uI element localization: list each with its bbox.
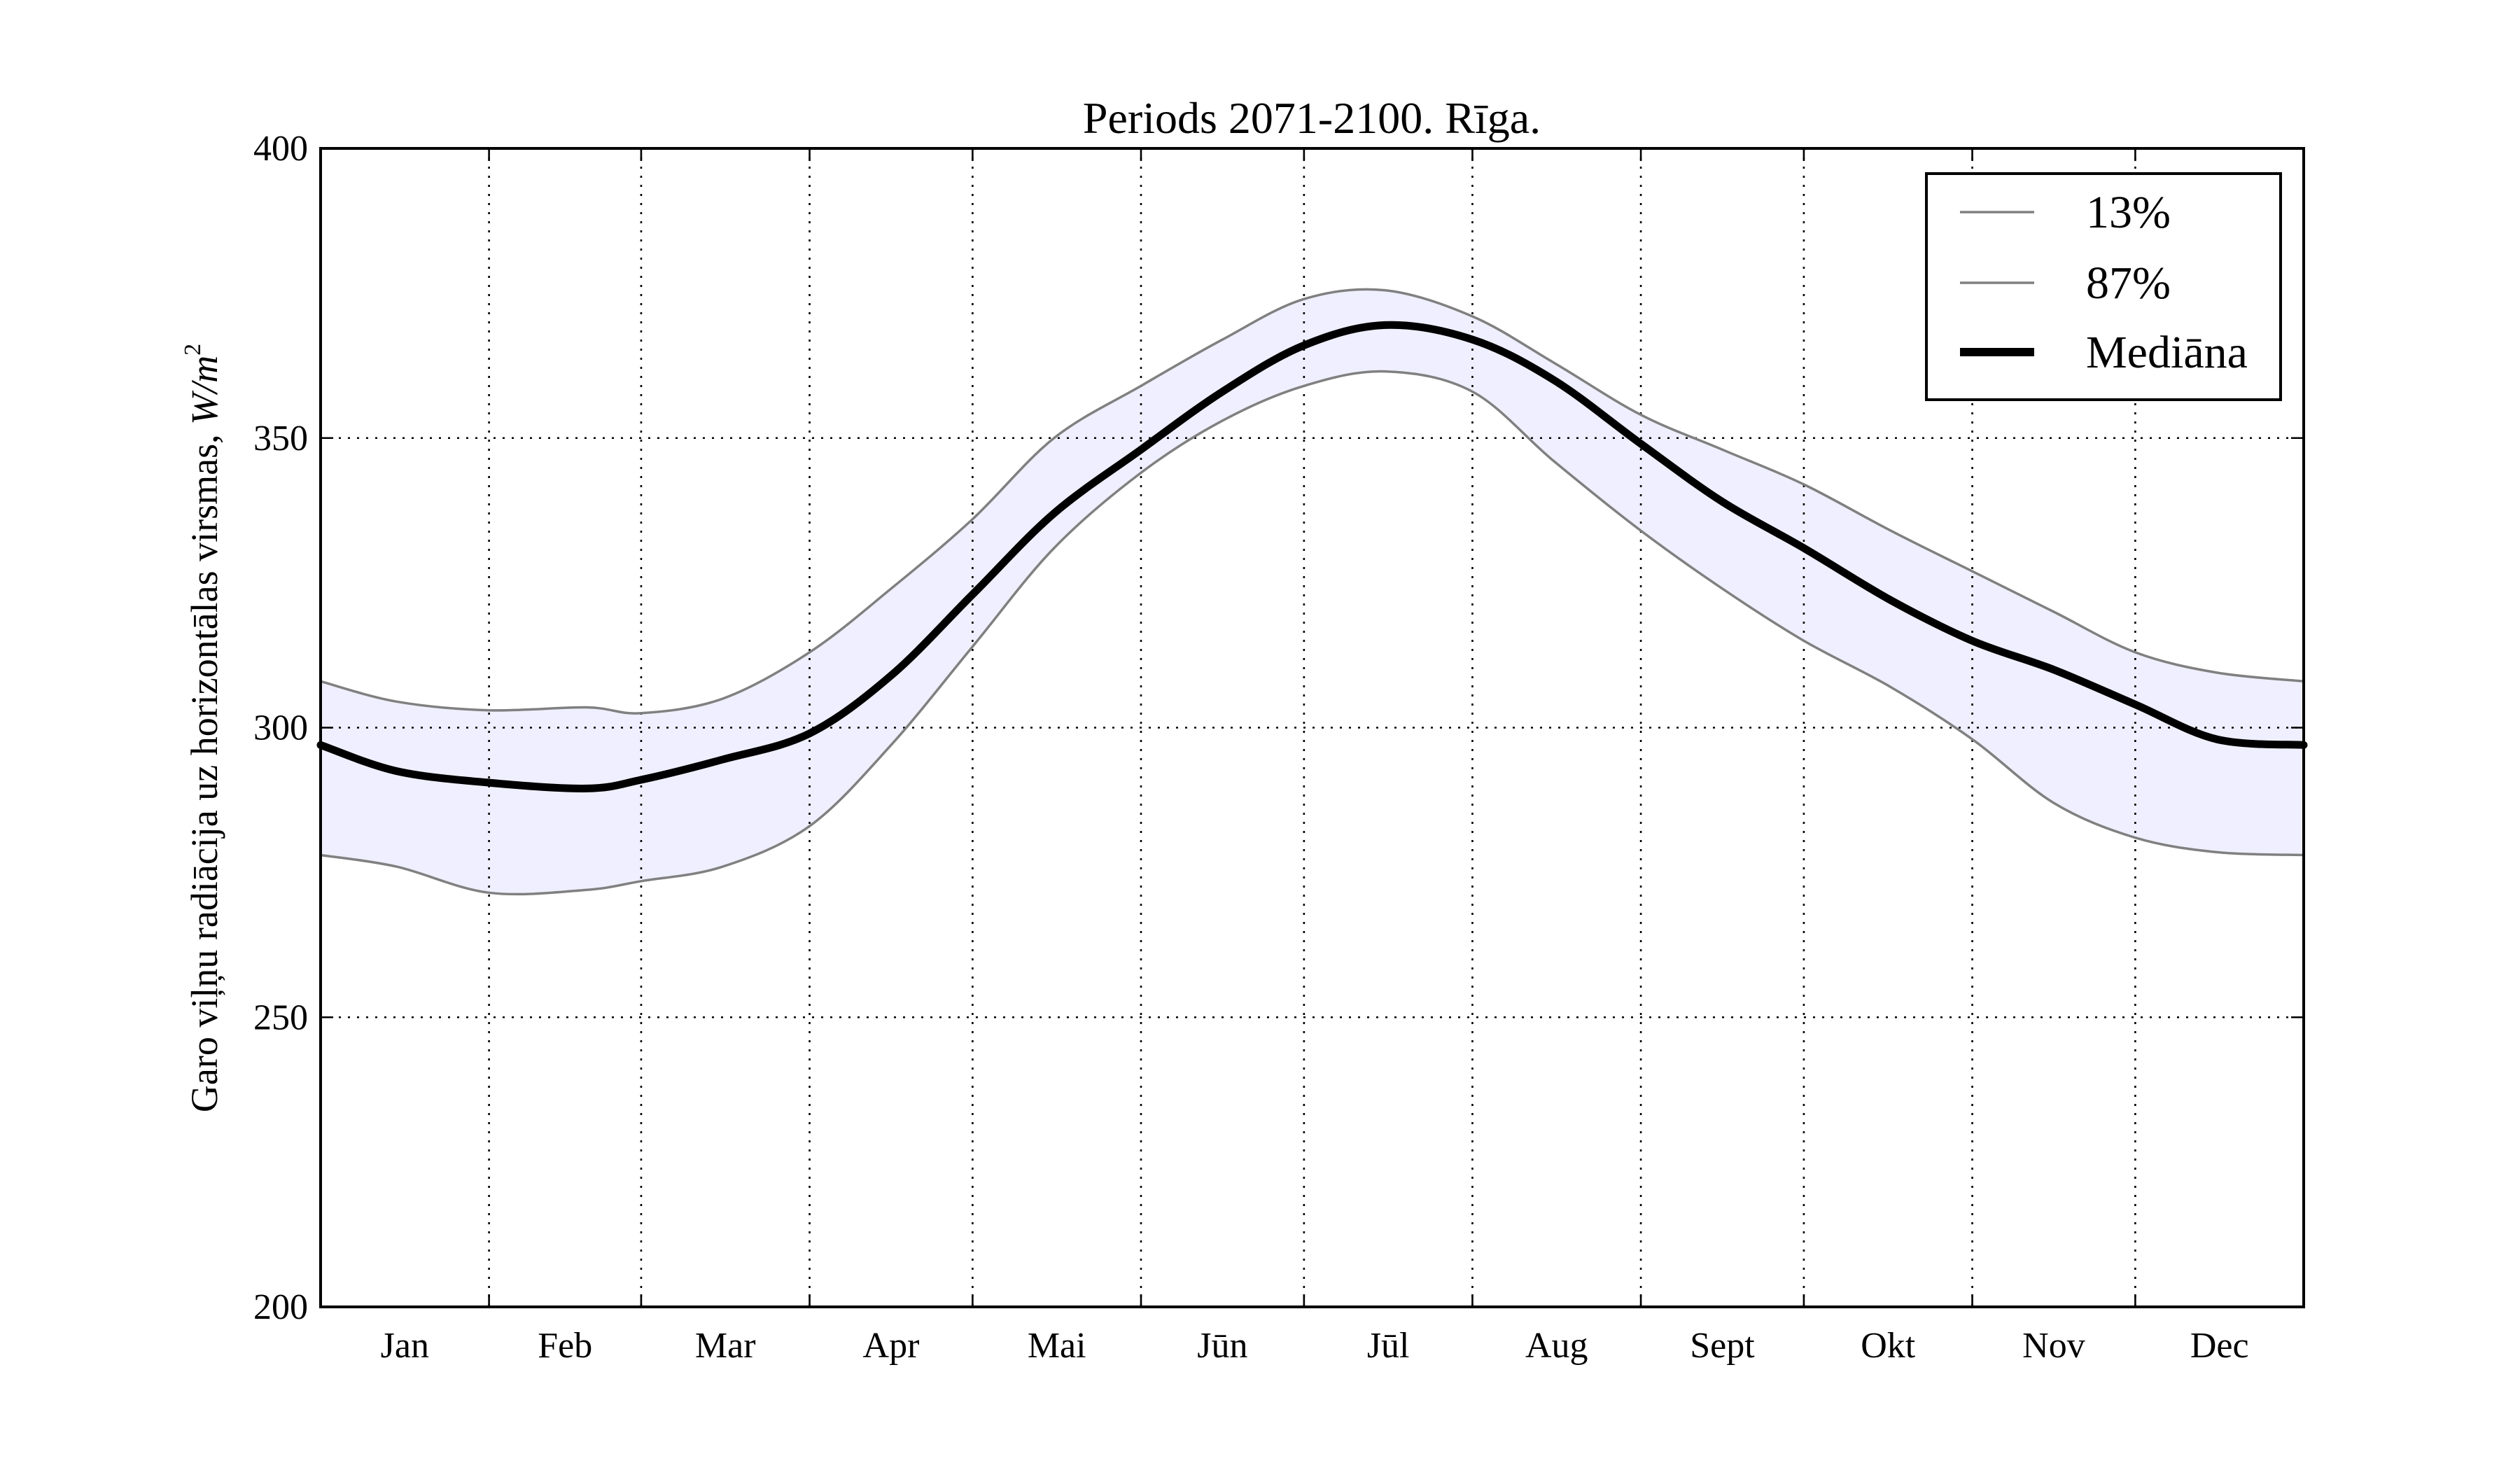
y-tick-label: 300	[253, 708, 308, 748]
y-axis-label-unit-exponent: 2	[180, 344, 206, 356]
chart-title: Periods 2071-2100. Rīga.	[1083, 93, 1541, 143]
y-tick-label: 400	[253, 129, 308, 169]
y-tick-label: 250	[253, 997, 308, 1037]
tick-layer: 200 250 300 350 400 Jan Feb Mar Apr Mai Jūn Jūl Aug S…	[253, 129, 2304, 1366]
x-tick-label: Mai	[1028, 1326, 1086, 1366]
legend-label-87pct: 87%	[2086, 258, 2171, 309]
x-tick-label: Dec	[2190, 1326, 2249, 1366]
y-tick-label: 200	[253, 1287, 308, 1327]
plot-frame	[319, 147, 2305, 1308]
y-axis-label-unit: W/m	[183, 356, 225, 425]
percentile-band-layer	[321, 289, 2304, 895]
x-tick-label: Okt	[1861, 1326, 1916, 1366]
percentile-band	[321, 289, 2304, 895]
y-tick-label: 350	[253, 419, 308, 458]
legend: 13% 87% Mediāna	[1925, 172, 2282, 401]
y-axis-label-text: Garo viļņu radiācija uz horizontālas vir…	[183, 425, 225, 1112]
series-line-median	[316, 321, 2308, 792]
x-tick-label: Jūn	[1197, 1326, 1247, 1366]
x-tick-label: Nov	[2022, 1326, 2085, 1366]
legend-label-13pct: 13%	[2086, 187, 2171, 238]
legend-label-median: Mediāna	[2086, 327, 2248, 378]
x-tick-label: Jūl	[1367, 1326, 1410, 1366]
x-tick-label: Apr	[863, 1326, 920, 1366]
series-line-87pct	[319, 288, 2305, 715]
x-tick-label: Jan	[381, 1326, 429, 1366]
x-tick-label: Sept	[1690, 1326, 1755, 1366]
series-line-13pct	[319, 370, 2305, 896]
x-tick-label: Aug	[1525, 1326, 1588, 1366]
series-layer	[316, 288, 2308, 896]
x-tick-label: Feb	[538, 1326, 592, 1366]
y-axis-label: Garo viļņu radiācija uz horizontālas vir…	[180, 344, 225, 1112]
x-tick-label: Mar	[695, 1326, 756, 1366]
